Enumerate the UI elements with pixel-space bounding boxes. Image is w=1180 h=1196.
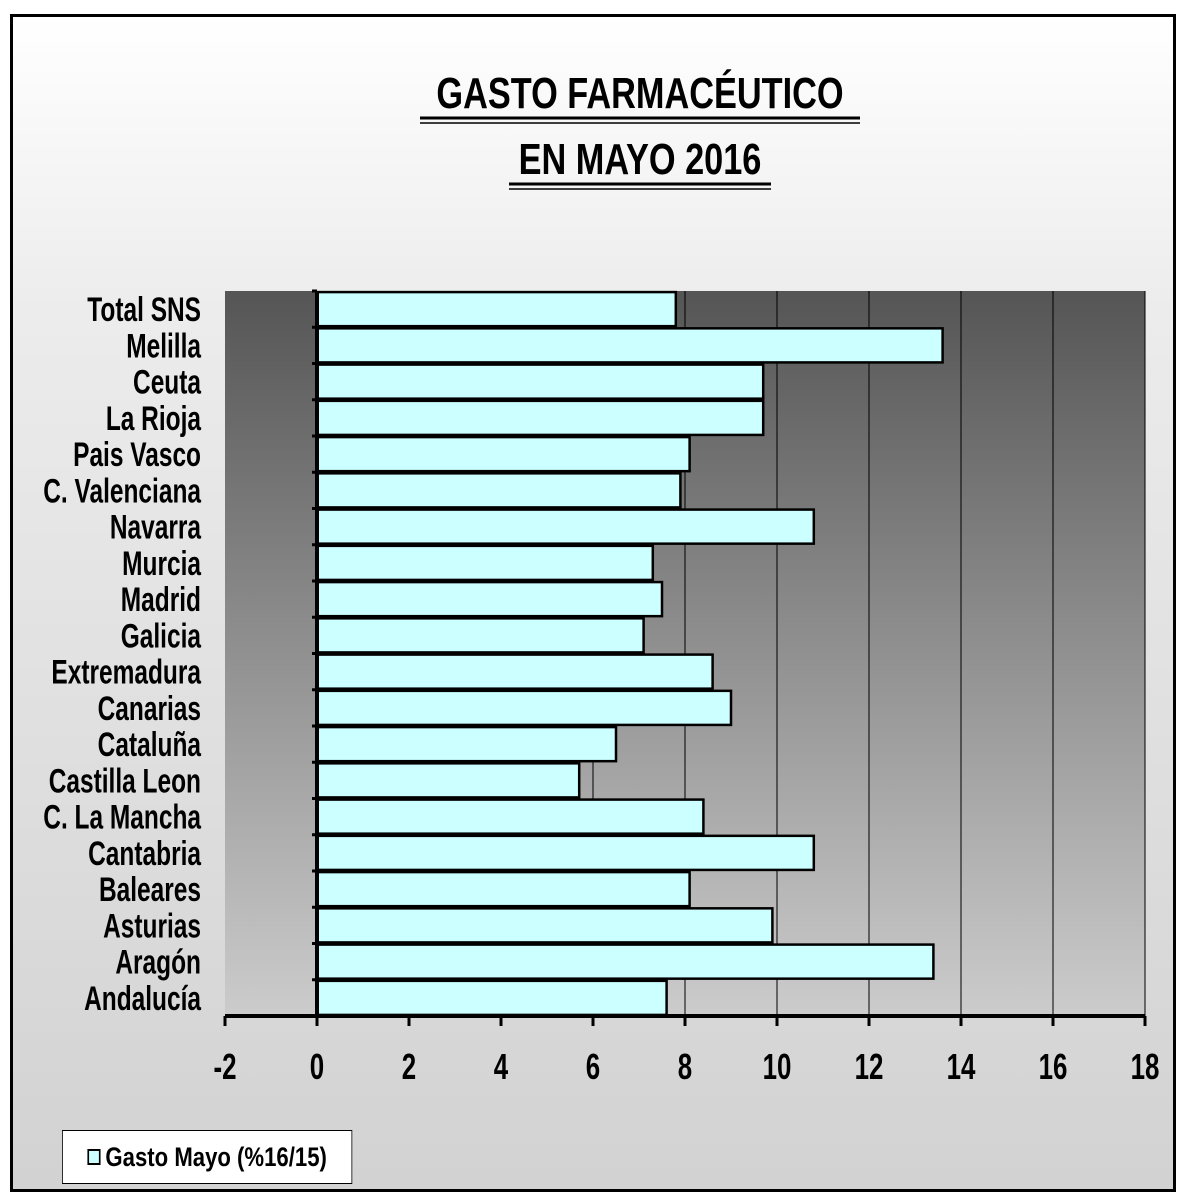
x-tick-label-0: 0 [310, 1047, 324, 1087]
bar-11 [315, 689, 733, 727]
legend-swatch [87, 1149, 101, 1165]
bar-2 [315, 363, 765, 400]
category-label-5: C. Valenciana [43, 473, 201, 511]
category-label-3: La Rioja [106, 400, 202, 438]
x-tick-label-10: 10 [763, 1047, 792, 1087]
bar-9 [315, 617, 645, 654]
x-tick-label-8: 8 [678, 1047, 692, 1087]
category-label-15: Cantabria [88, 835, 201, 873]
category-label-17: Asturias [103, 908, 201, 946]
category-label-18: Aragón [115, 944, 201, 982]
legend-label: Gasto Mayo (%16/15) [105, 1141, 327, 1172]
legend: Gasto Mayo (%16/15) [62, 1130, 353, 1184]
bar-15 [315, 834, 816, 872]
bar-16 [315, 870, 691, 908]
category-label-4: Pais Vasco [73, 436, 201, 474]
bar-5 [315, 472, 682, 509]
bar-17 [315, 907, 774, 944]
bar-1 [315, 327, 944, 364]
category-label-9: Galicia [121, 618, 202, 656]
x-tick-label-18: 18 [1131, 1047, 1160, 1087]
bar-12 [315, 725, 618, 763]
bar-3 [315, 399, 765, 437]
category-label-16: Baleares [99, 871, 201, 909]
category-label-12: Cataluña [98, 726, 202, 764]
x-tick-label--2: -2 [213, 1047, 236, 1087]
chart-title-line-1: EN MAYO 2016 [519, 135, 762, 184]
x-tick-label-4: 4 [494, 1047, 509, 1087]
bar-6 [315, 508, 816, 545]
tick-labels: -2 0 2 4 6 8 10 12 14 16 18 [213, 1047, 1159, 1087]
bar-4 [315, 435, 691, 473]
bar-10 [315, 653, 714, 690]
category-label-1: Melilla [126, 328, 201, 366]
x-tick-label-12: 12 [855, 1047, 884, 1087]
bar-19 [315, 979, 668, 1017]
x-tick-label-14: 14 [947, 1047, 976, 1087]
category-label-13: Castilla Leon [49, 763, 201, 801]
category-label-14: C. La Mancha [43, 799, 201, 837]
bar-13 [315, 762, 581, 799]
axes [223, 289, 1147, 1026]
x-tick-label-16: 16 [1039, 1047, 1068, 1087]
category-label-7: Murcia [122, 545, 201, 583]
category-label-2: Ceuta [133, 364, 201, 402]
chart-title-line-0: GASTO FARMACÉUTICO [436, 69, 843, 118]
bar-0 [315, 290, 678, 328]
bar-14 [315, 798, 705, 835]
category-label-6: Navarra [110, 509, 202, 547]
category-label-11: Canarias [98, 690, 201, 728]
bar-8 [315, 580, 664, 618]
bar-18 [315, 943, 935, 980]
bar-7 [315, 544, 655, 582]
bars [315, 290, 944, 1017]
category-label-19: Andalucía [84, 980, 201, 1018]
category-label-10: Extremadura [51, 654, 201, 692]
category-label-0: Total SNS [87, 291, 201, 329]
x-tick-label-6: 6 [586, 1047, 600, 1087]
x-tick-label-2: 2 [402, 1047, 416, 1087]
chart-title: GASTO FARMACÉUTICO EN MAYO 2016 [420, 69, 860, 190]
category-label-8: Madrid [121, 581, 201, 619]
